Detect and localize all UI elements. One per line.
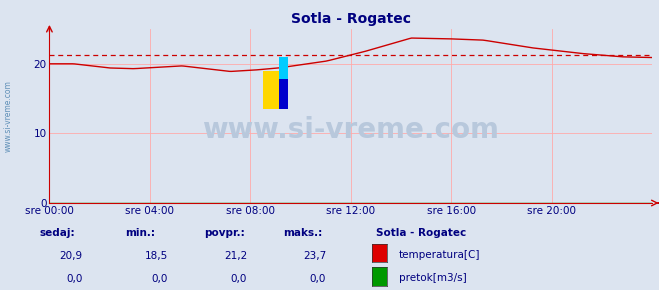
- Title: Sotla - Rogatec: Sotla - Rogatec: [291, 12, 411, 26]
- Text: min.:: min.:: [125, 228, 156, 238]
- Text: 20,9: 20,9: [59, 251, 82, 261]
- Text: 0,0: 0,0: [310, 274, 326, 284]
- Bar: [279, 79, 287, 109]
- Text: 23,7: 23,7: [303, 251, 326, 261]
- Text: 21,2: 21,2: [224, 251, 247, 261]
- Text: www.si-vreme.com: www.si-vreme.com: [3, 80, 13, 152]
- Bar: [279, 57, 287, 79]
- Text: pretok[m3/s]: pretok[m3/s]: [399, 273, 467, 283]
- Text: povpr.:: povpr.:: [204, 228, 245, 238]
- Text: www.si-vreme.com: www.si-vreme.com: [202, 116, 500, 144]
- Text: 0,0: 0,0: [231, 274, 247, 284]
- Text: temperatura[C]: temperatura[C]: [399, 250, 480, 260]
- Text: maks.:: maks.:: [283, 228, 323, 238]
- Text: 18,5: 18,5: [145, 251, 168, 261]
- Text: 0,0: 0,0: [66, 274, 82, 284]
- Text: sedaj:: sedaj:: [40, 228, 75, 238]
- Text: Sotla - Rogatec: Sotla - Rogatec: [376, 228, 466, 238]
- Bar: [264, 71, 279, 109]
- Text: 0,0: 0,0: [152, 274, 168, 284]
